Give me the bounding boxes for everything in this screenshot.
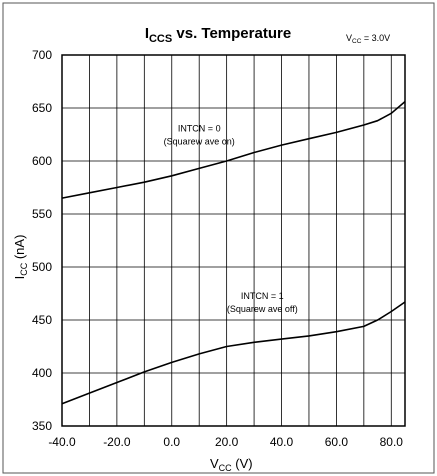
condition-label: VCC = 3.0V	[346, 33, 390, 45]
x-tick-label: 0.0	[163, 435, 180, 449]
x-tick-label: -40.0	[48, 435, 76, 449]
x-axis-label: VCC (V)	[210, 456, 253, 473]
annotation-label: INTCN = 1	[241, 291, 284, 301]
series-line-2	[61, 301, 406, 405]
y-tick-label: 650	[32, 101, 52, 115]
chart-title: ICCS vs. Temperature	[145, 25, 291, 45]
y-tick-label: 350	[32, 419, 52, 433]
y-axis-label: ICC (nA)	[12, 235, 29, 280]
annotations: INTCN = 0 (Squarew ave on) INTCN = 1 (Squar…	[164, 123, 298, 313]
y-tick-label: 550	[32, 207, 52, 221]
y-tick-label: 500	[32, 260, 52, 274]
annotation-label: INTCN = 0	[178, 123, 221, 133]
y-tick-label: 600	[32, 154, 52, 168]
x-tick-label: -20.0	[103, 435, 131, 449]
chart-title-subscript: CCS	[149, 33, 172, 45]
plot-frame	[61, 54, 406, 427]
y-tick-label: 400	[32, 366, 52, 380]
x-tick-label: 20.0	[215, 435, 239, 449]
series-lines	[61, 100, 406, 405]
annotation-sublabel: (Squarew ave off)	[227, 304, 298, 314]
y-tick-labels: 350 400 450 500 550 600 650 700	[32, 48, 52, 433]
annotation-sublabel: (Squarew ave on)	[164, 136, 235, 146]
y-tick-label: 450	[32, 313, 52, 327]
x-tick-label: 60.0	[325, 435, 349, 449]
y-tick-label: 700	[32, 48, 52, 62]
x-tick-label: 80.0	[380, 435, 404, 449]
x-tick-label: 40.0	[270, 435, 294, 449]
x-tick-labels: -40.0 -20.0 0.0 20.0 40.0 60.0 80.0	[48, 435, 403, 449]
series-line-1	[61, 100, 406, 199]
